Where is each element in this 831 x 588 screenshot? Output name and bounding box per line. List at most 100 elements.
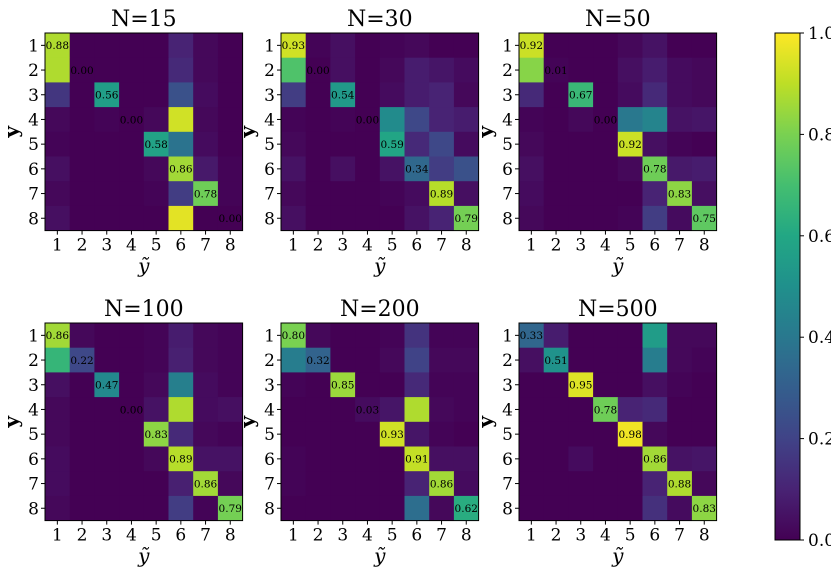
panel-title: N=15	[111, 7, 177, 32]
heatmap-cell	[305, 347, 331, 373]
x-tick-label: 1	[526, 236, 537, 256]
heatmap-cell	[281, 131, 307, 157]
heatmap-cell	[543, 323, 569, 349]
heatmap-cell	[568, 107, 594, 133]
y-tick-label: 7	[264, 475, 275, 495]
x-tick-label: 1	[52, 236, 63, 256]
heatmap-cell	[453, 421, 479, 447]
heatmap-cell	[429, 156, 455, 182]
heatmap-cell	[168, 347, 194, 373]
heatmap-cell	[543, 205, 569, 231]
heatmap-cell	[404, 397, 430, 423]
x-axis-label: ỹ	[611, 544, 624, 568]
heatmap-cell	[193, 495, 219, 521]
heatmap-cell	[217, 421, 243, 447]
heatmap-cell	[568, 181, 594, 207]
heatmap-cell	[593, 107, 619, 133]
cell-value-label: 0.86	[643, 454, 667, 466]
x-tick-label: 1	[288, 236, 299, 256]
heatmap-cell	[355, 495, 381, 521]
heatmap-cell	[519, 131, 545, 157]
y-tick-label: 8	[264, 209, 275, 229]
heatmap-cell	[543, 57, 569, 83]
heatmap-cell	[667, 421, 693, 447]
cell-value-label: 0.03	[356, 404, 379, 416]
heatmap-cell	[568, 33, 594, 59]
heatmap-cell	[355, 205, 381, 231]
heatmap-cell	[404, 205, 430, 231]
cell-value-label: 0.85	[331, 380, 354, 392]
y-tick-label: 1	[502, 326, 513, 346]
heatmap-cell	[379, 446, 405, 472]
heatmap-cell	[305, 495, 331, 521]
heatmap-cell	[330, 347, 356, 373]
heatmap-cell	[519, 471, 545, 497]
heatmap-cell	[593, 495, 619, 521]
heatmap-cell	[593, 347, 619, 373]
heatmap-cell	[429, 421, 455, 447]
heatmap-cell	[642, 107, 668, 133]
heatmap-cell	[281, 471, 307, 497]
x-tick-label: 3	[575, 526, 586, 546]
cell-value-label: 0.89	[169, 454, 192, 466]
x-tick-label: 8	[699, 526, 710, 546]
heatmap-cell	[281, 156, 307, 182]
y-tick-label: 5	[502, 135, 513, 155]
x-tick-label: 3	[337, 236, 348, 256]
heatmap-cell	[193, 205, 219, 231]
heatmap-cell	[330, 107, 356, 133]
heatmap-cell	[593, 181, 619, 207]
cell-value-label: 0.83	[693, 503, 716, 515]
heatmap-cell	[404, 107, 430, 133]
heatmap-cell	[642, 397, 668, 423]
heatmap-cell	[617, 82, 643, 108]
heatmap-cell	[453, 131, 479, 157]
heatmap-cell	[379, 33, 405, 59]
heatmap-cell	[45, 471, 71, 497]
x-tick-label: 2	[77, 526, 88, 546]
y-axis-label: y	[473, 415, 497, 429]
cell-value-label: 0.93	[380, 429, 403, 441]
x-tick-label: 2	[313, 236, 324, 256]
heatmap-cell	[429, 107, 455, 133]
heatmap-cell	[617, 181, 643, 207]
heatmap-cell	[143, 57, 169, 83]
x-tick-label: 2	[313, 526, 324, 546]
heatmap-cell	[168, 156, 194, 182]
heatmap-cell	[94, 131, 120, 157]
x-tick-label: 3	[337, 526, 348, 546]
heatmap-cell	[593, 471, 619, 497]
x-tick-label: 7	[674, 526, 685, 546]
heatmap-cell	[305, 33, 331, 59]
heatmap-cell	[642, 131, 668, 157]
y-tick-label: 1	[264, 36, 275, 56]
heatmap-cell	[568, 131, 594, 157]
heatmap-cell	[305, 397, 331, 423]
heatmap-cell	[119, 421, 145, 447]
heatmap-cell	[69, 131, 95, 157]
heatmap-cell	[193, 57, 219, 83]
x-tick-label: 5	[625, 236, 636, 256]
heatmap-cell	[330, 397, 356, 423]
y-tick-label: 5	[28, 425, 39, 445]
cell-value-label: 0.62	[455, 503, 478, 515]
heatmap-cell	[217, 372, 243, 398]
x-tick-label: 4	[126, 236, 137, 256]
heatmap-cell	[355, 107, 381, 133]
heatmap-cell	[217, 495, 243, 521]
heatmap-cell	[568, 323, 594, 349]
cell-value-label: 0.86	[194, 478, 218, 490]
heatmap-cell	[642, 181, 668, 207]
heatmap-cell	[69, 107, 95, 133]
heatmap-cell	[404, 181, 430, 207]
cell-value-label: 0.78	[643, 164, 666, 176]
heatmap-cell	[519, 82, 545, 108]
heatmap-cell	[94, 156, 120, 182]
heatmap-cell	[593, 372, 619, 398]
heatmap-cell	[168, 107, 194, 133]
heatmap-cell	[617, 446, 643, 472]
panel-title: N=50	[585, 7, 651, 32]
heatmap-cell	[45, 131, 71, 157]
heatmap-cell	[193, 131, 219, 157]
cell-value-label: 0.54	[331, 90, 355, 102]
